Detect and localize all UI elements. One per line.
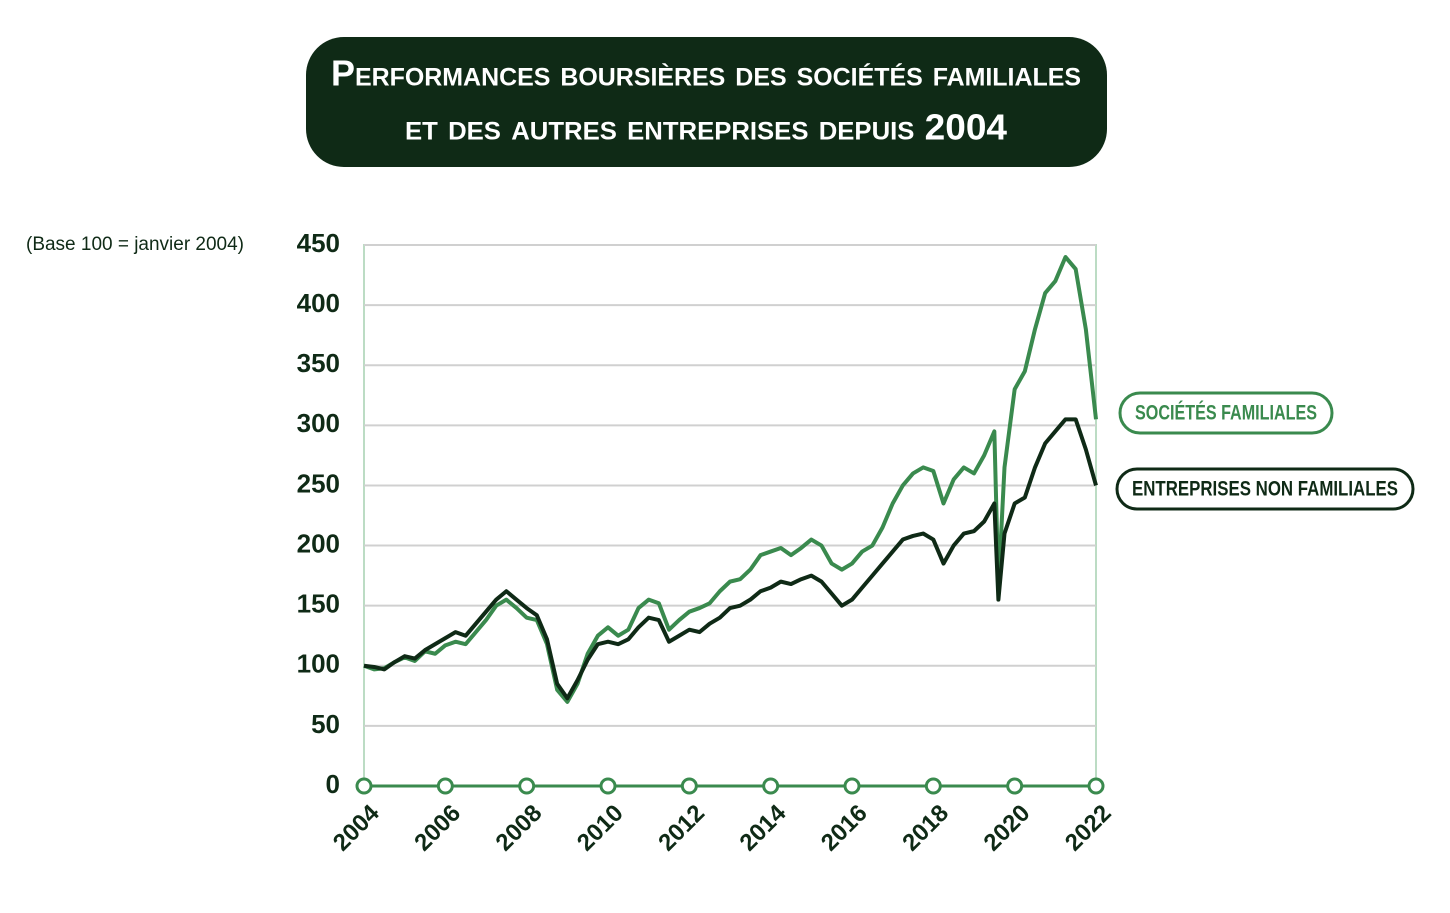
x-tick-label: 2018 (897, 800, 954, 857)
y-tick-label: 200 (297, 528, 340, 558)
data-line (363, 417, 1098, 701)
y-tick-label: 150 (297, 589, 340, 619)
x-tick-mark (436, 777, 454, 795)
title-box (306, 37, 1107, 167)
chart-title: Performances boursières des sociétés fam… (331, 53, 1081, 94)
x-tick-mark (1087, 777, 1105, 795)
x-tick-mark (680, 777, 698, 795)
x-tick-label: 2014 (735, 799, 792, 856)
x-tick-label: 2020 (979, 800, 1036, 857)
y-tick-label: 250 (297, 468, 340, 498)
x-tick-mark (843, 777, 861, 795)
y-tick-label: 100 (297, 649, 340, 679)
legend-label: ENTREPRISES NON FAMILIALES (1132, 478, 1398, 501)
x-tick-label: 2008 (491, 800, 548, 857)
chart-title: et des autres entreprises depuis 2004 (405, 107, 1007, 148)
y-tick-label: 0 (326, 769, 340, 799)
legend-box (1118, 391, 1334, 435)
x-tick-mark (518, 777, 536, 795)
y-tick-label: 400 (297, 288, 340, 318)
x-tick-mark (355, 777, 373, 795)
x-tick-label: 2022 (1060, 800, 1117, 857)
x-tick-label: 2004 (328, 799, 385, 856)
x-tick-label: 2006 (409, 800, 466, 857)
x-tick-mark (1006, 777, 1024, 795)
y-tick-label: 450 (297, 228, 340, 258)
x-tick-label: 2010 (572, 800, 629, 857)
y-tick-label: 50 (311, 709, 340, 739)
x-tick-label: 2012 (653, 800, 710, 857)
x-tick-mark (924, 777, 942, 795)
x-tick-mark (762, 777, 780, 795)
y-tick-label: 350 (297, 348, 340, 378)
x-tick-label: 2016 (816, 800, 873, 857)
y-tick-label: 300 (297, 408, 340, 438)
data-line (363, 255, 1098, 704)
legend-box (1115, 467, 1415, 511)
x-tick-mark (599, 777, 617, 795)
legend-label: SOCIÉTÉS FAMILIALES (1135, 402, 1317, 425)
subtitle: (Base 100 = janvier 2004) (26, 234, 244, 255)
